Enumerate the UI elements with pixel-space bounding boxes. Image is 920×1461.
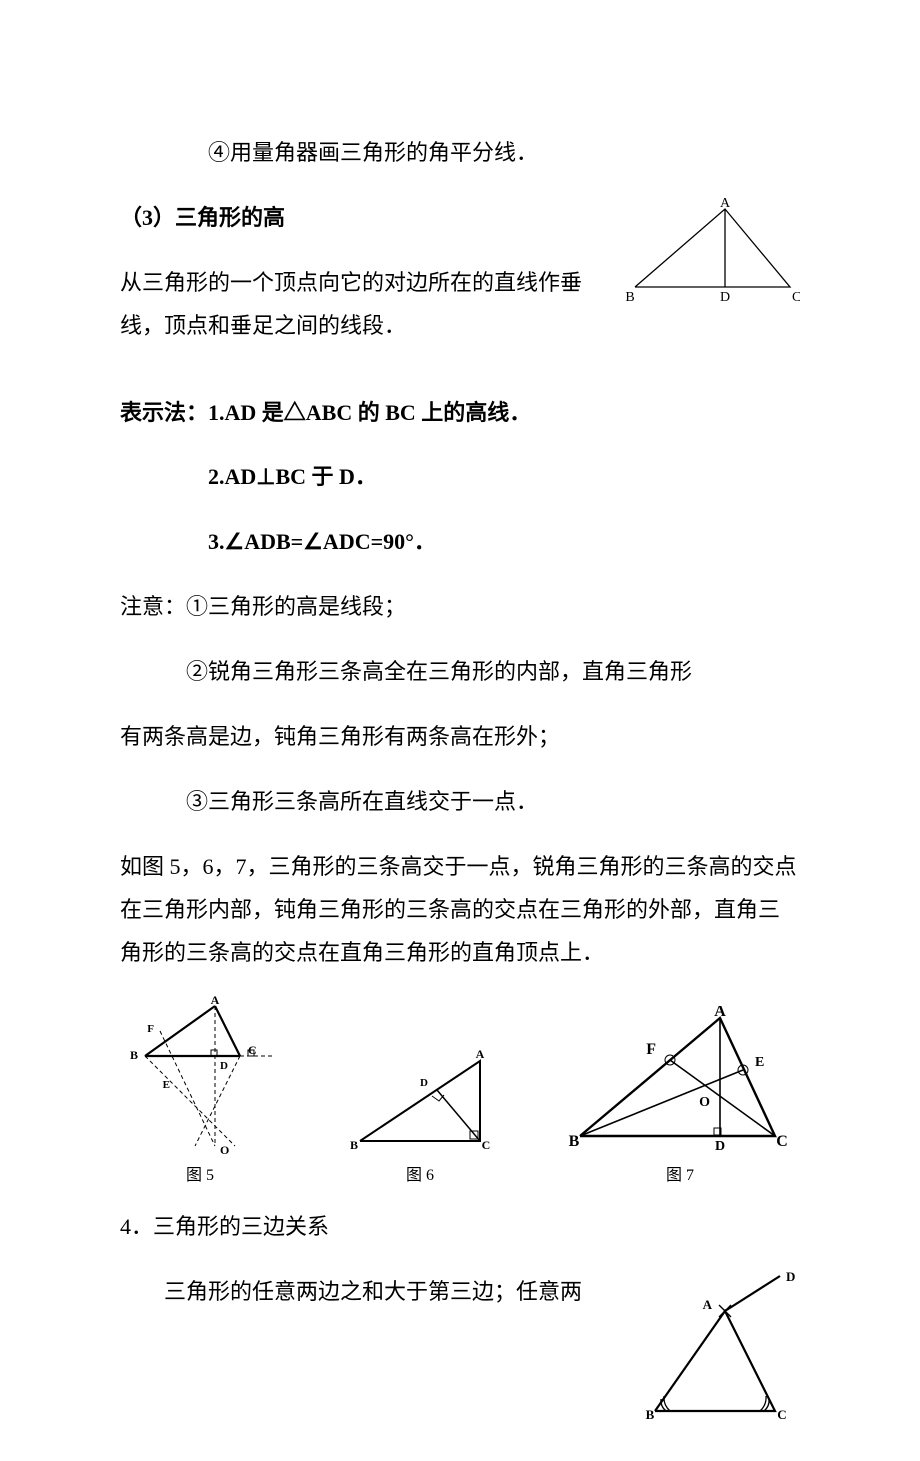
text: （3）三角形的高 xyxy=(120,205,285,230)
heading-4-sides: 4．三角形的三边关系 xyxy=(120,1206,800,1249)
caption-fig7: 图 7 xyxy=(560,1160,800,1191)
text: 三角形的任意两边之和大于第三边；任意两 xyxy=(164,1279,582,1304)
svg-fig5: A B C D E F O xyxy=(120,996,280,1156)
svg-triangle-abc-d: A B C D xyxy=(620,197,800,307)
label-D: D xyxy=(220,1060,228,1072)
bullet-4: ④用量角器画三角形的角平分线． xyxy=(120,132,800,175)
svg-fig-external: A B C D xyxy=(640,1271,800,1421)
label-F: F xyxy=(147,1023,154,1035)
representation-2: 2.AD⊥BC 于 D． xyxy=(120,456,800,499)
text: 4．三角形的三边关系 xyxy=(120,1214,329,1239)
text: 从三角形的一个顶点向它的对边所在的直线作垂线，顶点和垂足之间的线段． xyxy=(120,270,582,338)
svg-fig7: A B C D E F O xyxy=(560,1006,800,1156)
label-B: B xyxy=(625,290,634,305)
document-page: ④用量角器画三角形的角平分线． A B C D （3）三角形的高 从三角形的一个… xyxy=(0,0,920,1461)
label-E: E xyxy=(163,1079,170,1091)
note-1: 注意：①三角形的高是线段； xyxy=(120,586,800,629)
label-B: B xyxy=(130,1048,138,1062)
label-D: D xyxy=(420,1077,428,1089)
representation-3: 3.∠ADB=∠ADC=90°． xyxy=(120,521,800,564)
text: ③三角形三条高所在直线交于一点． xyxy=(186,789,538,814)
label-C: C xyxy=(482,1138,491,1152)
text: ②锐角三角形三条高全在三角形的内部，直角三角形 xyxy=(186,659,692,684)
figure-6: A B C D 图 6 xyxy=(340,1046,500,1191)
label-B: B xyxy=(646,1407,655,1421)
label-E: E xyxy=(755,1055,764,1070)
label-D: D xyxy=(786,1271,795,1284)
note-2a: ②锐角三角形三条高全在三角形的内部，直角三角形 xyxy=(120,651,800,694)
label-C: C xyxy=(776,1133,788,1150)
label-D: D xyxy=(720,290,730,305)
text: 注意：①三角形的高是线段； xyxy=(120,594,406,619)
note-2b: 有两条高是边，钝角三角形有两条高在形外； xyxy=(120,716,800,759)
explain-figures-567: 如图 5，6，7，三角形的三条高交于一点，锐角三角形的三条高的交点在三角形内部，… xyxy=(120,846,800,975)
text: ④用量角器画三角形的角平分线． xyxy=(208,140,538,165)
figure-5: A B C D E F O 图 5 xyxy=(120,996,280,1191)
label-O: O xyxy=(220,1143,229,1156)
figure-row-567: A B C D E F O 图 5 A B C xyxy=(120,996,800,1191)
text: 2.AD⊥BC 于 D． xyxy=(208,464,377,489)
figure-triangle-external: A B C D xyxy=(640,1271,800,1421)
label-A: A xyxy=(714,1006,726,1020)
label-B: B xyxy=(569,1133,580,1150)
label-D: D xyxy=(715,1139,725,1154)
figure-7: A B C D E F O 图 7 xyxy=(560,1006,800,1191)
caption-fig6: 图 6 xyxy=(340,1160,500,1191)
figure-triangle-height: A B C D xyxy=(620,197,800,307)
label-C: C xyxy=(792,290,800,305)
label-F: F xyxy=(646,1041,656,1058)
label-B: B xyxy=(350,1138,358,1152)
note-3: ③三角形三条高所在直线交于一点． xyxy=(120,781,800,824)
caption-fig5: 图 5 xyxy=(120,1160,280,1191)
text: 如图 5，6，7，三角形的三条高交于一点，锐角三角形的三条高的交点在三角形内部，… xyxy=(120,854,797,965)
label-A: A xyxy=(476,1047,485,1061)
label-A: A xyxy=(720,197,731,211)
representation-1: 表示法：1.AD 是△ABC 的 BC 上的高线． xyxy=(120,392,800,435)
label-O: O xyxy=(699,1095,710,1110)
label-A: A xyxy=(703,1297,713,1312)
svg-fig6: A B C D xyxy=(340,1046,500,1156)
label-C: C xyxy=(777,1407,786,1421)
label-C: C xyxy=(248,1043,257,1057)
label-A: A xyxy=(211,996,220,1007)
text: 表示法：1.AD 是△ABC 的 BC 上的高线． xyxy=(120,400,531,425)
text: 有两条高是边，钝角三角形有两条高在形外； xyxy=(120,724,560,749)
text: 3.∠ADB=∠ADC=90°． xyxy=(208,529,436,554)
